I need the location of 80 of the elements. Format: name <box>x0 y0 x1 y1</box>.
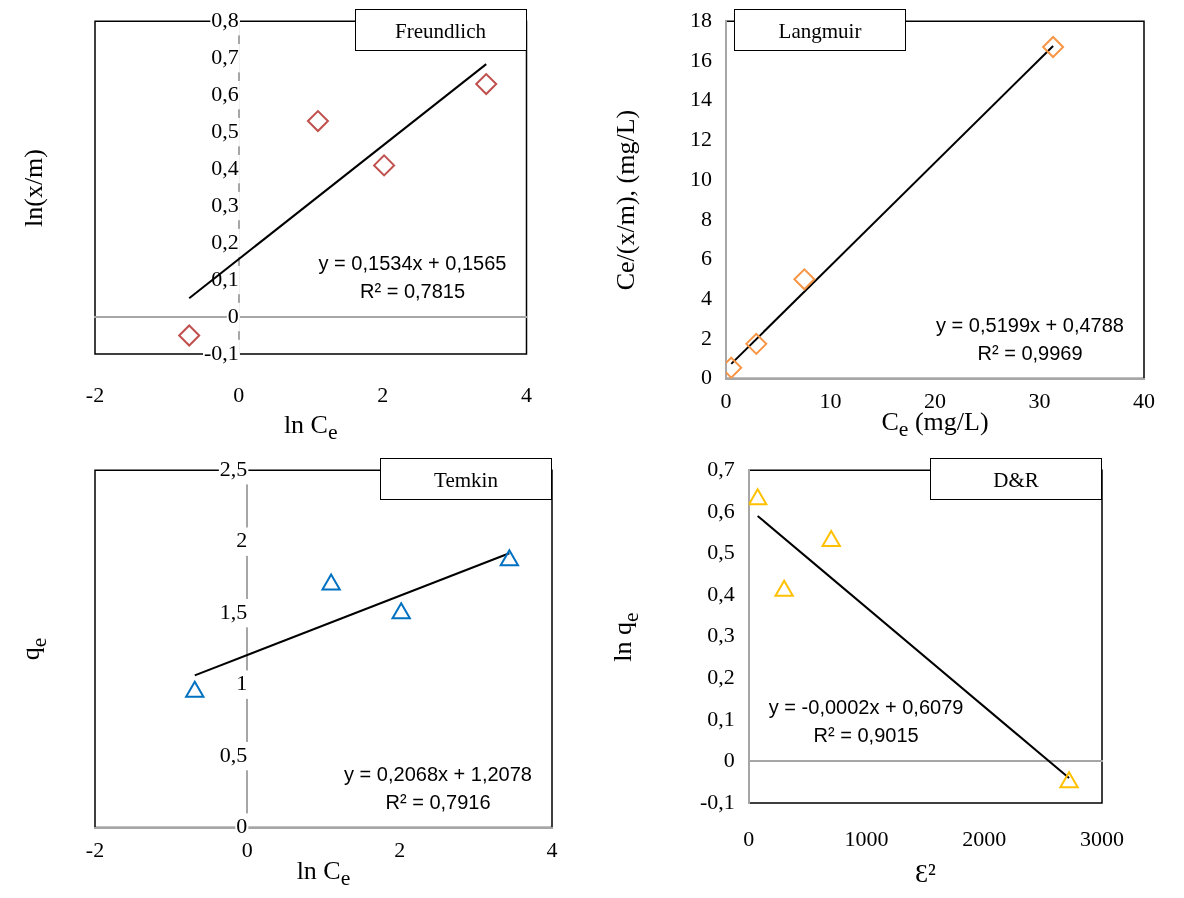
y-tick-label: 0,3 <box>211 191 239 217</box>
y-tick-label: 2 <box>701 324 712 350</box>
y-tick-label: 0,6 <box>211 80 239 106</box>
y-tick-label: 0 <box>227 302 239 328</box>
x-tick-label: 20 <box>924 387 946 413</box>
y-tick-label: -0,1 <box>204 339 239 365</box>
annotation: R² = 0,9969 <box>977 341 1083 364</box>
annotation: R² = 0,7815 <box>359 280 466 303</box>
point <box>499 549 520 567</box>
point <box>373 154 396 177</box>
x-tick-label: 10 <box>819 387 842 413</box>
point <box>793 268 816 291</box>
y-tick-label: 0,4 <box>707 580 735 606</box>
y-tick-label: 0,2 <box>707 663 735 689</box>
chart-title: D&R <box>993 467 1039 493</box>
x-tick-label: -2 <box>85 836 105 862</box>
y-tick-label: 6 <box>701 245 712 271</box>
point <box>475 73 498 96</box>
point <box>321 573 341 591</box>
x-axis-title: ln C$_{e}$ <box>283 410 338 446</box>
x-tick-label: 3000 <box>1080 826 1124 852</box>
y-tick-label: -0,1 <box>700 788 735 814</box>
y-tick-label: 2 <box>236 527 248 553</box>
y-tick-label: 12 <box>690 126 712 152</box>
point <box>821 529 841 547</box>
annotation: y = 0,1534x + 0,1565 <box>318 252 507 275</box>
annotation: y = -0,0002x + 0,6079 <box>768 696 964 719</box>
y-tick-label: 1,5 <box>219 598 248 624</box>
y-tick-label: 14 <box>690 86 712 112</box>
x-tick-label: 0 <box>743 826 755 852</box>
y-tick-label: 18 <box>690 6 712 32</box>
point <box>391 602 411 620</box>
chart-title: Freundlich <box>395 18 486 44</box>
annotation: y = 0,5199x + 0,4788 <box>936 313 1124 336</box>
chart-title: Temkin <box>434 467 498 493</box>
annotation: R² = 0,9015 <box>813 724 919 747</box>
annotation: R² = 0,7916 <box>385 790 491 813</box>
point <box>1042 36 1065 59</box>
x-tick-label: 2 <box>394 836 406 862</box>
x-axis-title: ln C$_{e}$ <box>296 855 351 891</box>
y-tick-label: 2,5 <box>219 455 248 481</box>
x-tick-label: 2000 <box>962 826 1007 852</box>
annotation: y = 0,2068x + 1,2078 <box>344 762 532 785</box>
y-tick-label: 0,5 <box>707 539 735 565</box>
y-axis-title: ln(x/m) <box>19 148 49 227</box>
y-tick-label: 0,6 <box>707 497 735 523</box>
y-tick-label: 0,1 <box>707 705 735 731</box>
point <box>748 488 768 506</box>
x-tick-label: 40 <box>1133 387 1155 413</box>
y-tick-label: 0 <box>701 364 712 390</box>
point <box>774 579 794 597</box>
y-tick-label: 4 <box>701 284 712 310</box>
y-tick-label: 0,7 <box>707 455 735 481</box>
x-tick-label: 30 <box>1028 387 1051 413</box>
point <box>1059 771 1079 789</box>
x-axis-title: Ɛ² <box>914 859 936 889</box>
y-tick-label: 0,5 <box>219 741 248 767</box>
y-tick-label: 16 <box>690 46 712 72</box>
point <box>306 110 329 133</box>
x-tick-label: 4 <box>546 836 558 862</box>
x-tick-label: 4 <box>521 382 532 407</box>
x-tick-label: 1000 <box>844 826 889 852</box>
y-tick-label: 0,7 <box>211 43 239 69</box>
y-tick-label: 0,5 <box>211 117 239 143</box>
x-tick-label: 2 <box>377 382 389 407</box>
y-tick-label: 0,2 <box>211 228 239 254</box>
y-tick-label: 0,1 <box>211 265 239 291</box>
x-tick-label: -2 <box>85 382 105 407</box>
point <box>178 324 201 347</box>
point <box>745 332 768 355</box>
y-tick-label: 10 <box>690 165 712 191</box>
y-tick-label: 0,3 <box>707 622 735 648</box>
y-tick-label: 0,4 <box>211 154 239 180</box>
y-tick-label: 8 <box>701 205 712 231</box>
y-tick-label: 0 <box>723 747 735 773</box>
point <box>185 680 205 698</box>
y-axis-title: Ce/(x/m), (mg/L) <box>611 109 641 291</box>
chart-title: Langmuir <box>778 18 862 44</box>
y-tick-label: 1 <box>236 670 248 696</box>
y-tick-label: 0,8 <box>211 6 239 32</box>
